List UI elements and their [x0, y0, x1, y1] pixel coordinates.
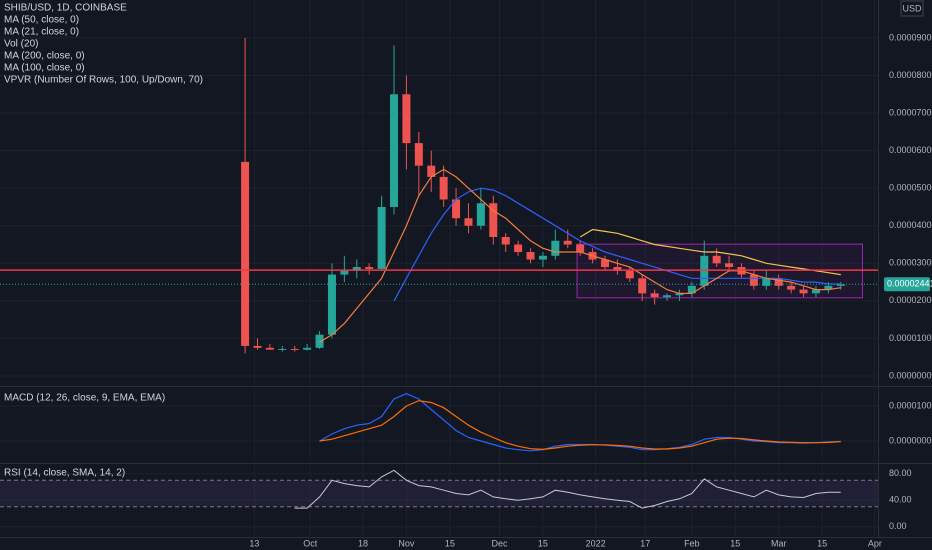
x-tick-label: 17 — [640, 538, 650, 548]
candle-body — [563, 240, 572, 245]
x-tick-label: Feb — [684, 538, 700, 548]
y-tick-label: 0.00005000 — [889, 183, 932, 193]
candle-body — [278, 348, 287, 350]
candle-body — [811, 289, 820, 294]
candle-body — [600, 259, 609, 268]
candle-body — [836, 284, 845, 286]
x-tick-label: 2022 — [586, 538, 606, 548]
x-tick-label: 15 — [817, 538, 827, 548]
candle-body — [253, 345, 262, 348]
x-tick-label: Oct — [303, 538, 318, 548]
candle-body — [551, 240, 560, 256]
y-tick-label: 0.00000000 — [889, 435, 932, 445]
candle-body — [824, 285, 833, 290]
candle-body — [514, 244, 523, 253]
candle-body — [427, 165, 436, 177]
candle-body — [365, 267, 374, 269]
x-tick-label: 15 — [730, 538, 740, 548]
currency-box[interactable] — [900, 0, 924, 17]
candle-body — [700, 255, 709, 286]
candle-body — [390, 94, 399, 207]
candle-body — [712, 255, 721, 264]
moving-average — [579, 228, 841, 276]
candle-body — [675, 293, 684, 296]
indicator-legend: Vol (20) — [4, 39, 38, 50]
indicator-legend: MA (200, close, 0) — [4, 51, 85, 62]
moving-average — [319, 168, 841, 343]
candle-body — [489, 203, 498, 238]
rsi-title: RSI (14, close, SMA, 14, 2) — [4, 468, 125, 479]
y-tick-label: 0.00001000 — [889, 400, 932, 410]
y-tick-label: 80.00 — [889, 468, 912, 478]
y-tick-label: 0.00006000 — [889, 145, 932, 155]
candle-body — [725, 263, 734, 268]
y-tick-label: 0.00007000 — [889, 107, 932, 117]
candle-body — [402, 94, 411, 144]
x-tick-label: 13 — [249, 538, 259, 548]
candle-body — [452, 199, 461, 219]
candle-body — [464, 218, 473, 226]
candle-body — [439, 176, 448, 200]
candle-body — [638, 278, 647, 294]
candle-body — [340, 270, 349, 275]
candle-body — [303, 347, 312, 350]
y-tick-label: 0.00 — [889, 521, 907, 531]
x-tick-label: Mar — [771, 538, 787, 548]
last-price-label: 0.00002441 — [887, 279, 932, 289]
currency-label: USD — [902, 3, 922, 13]
indicator-legend: MA (100, close, 0) — [4, 63, 85, 74]
plot — [241, 37, 863, 509]
indicator-legend: MA (50, close, 0) — [4, 15, 79, 26]
y-tick-label: 40.00 — [889, 495, 912, 505]
macd-line — [319, 400, 841, 451]
candle-body — [613, 267, 622, 271]
y-tick-label: 0.00009000 — [889, 32, 932, 42]
candle-body — [352, 267, 361, 271]
candle-body — [762, 278, 771, 286]
candle-body — [327, 274, 336, 335]
candle-body — [501, 237, 510, 245]
candle-body — [377, 206, 386, 269]
x-tick-label: Nov — [398, 538, 415, 548]
rsi-band — [0, 480, 878, 507]
x-tick-label: Apr — [868, 538, 882, 548]
candle-body — [576, 244, 585, 253]
y-tick-label: 0.00004000 — [889, 220, 932, 230]
candle-body — [476, 203, 485, 226]
candle-body — [625, 270, 634, 279]
candle-body — [687, 285, 696, 294]
macd-line — [319, 393, 841, 452]
y-tick-label: 0.00000000 — [889, 370, 932, 380]
candle-body — [650, 293, 659, 298]
y-tick-label: 0.00002000 — [889, 295, 932, 305]
candle-body — [787, 285, 796, 290]
candle-body — [799, 289, 808, 294]
rsi-line — [294, 469, 841, 509]
symbol-title: SHIB/USD, 1D, COINBASE — [4, 3, 127, 14]
candle-body — [315, 334, 324, 348]
x-tick-label: 15 — [445, 538, 455, 548]
y-tick-label: 0.00001000 — [889, 333, 932, 343]
candle-body — [265, 347, 274, 350]
y-tick-label: 0.00003000 — [889, 258, 932, 268]
candle-body — [241, 161, 250, 346]
x-tick-label: Dec — [491, 538, 508, 548]
candle-body — [538, 255, 547, 260]
indicator-legend: MA (21, close, 0) — [4, 27, 79, 38]
candle-body — [774, 278, 783, 286]
candle-body — [663, 295, 672, 298]
candle-body — [290, 348, 299, 350]
last-price-tag — [884, 277, 930, 292]
x-tick-label: 18 — [358, 538, 368, 548]
candle-body — [749, 274, 758, 286]
y-tick-label: 0.00008000 — [889, 70, 932, 80]
x-tick-label: 15 — [538, 538, 548, 548]
candle-body — [526, 252, 535, 260]
indicator-legend: VPVR (Number Of Rows, 100, Up/Down, 70) — [4, 75, 203, 86]
macd-title: MACD (12, 26, close, 9, EMA, EMA) — [4, 393, 165, 404]
candle-body — [414, 143, 423, 166]
